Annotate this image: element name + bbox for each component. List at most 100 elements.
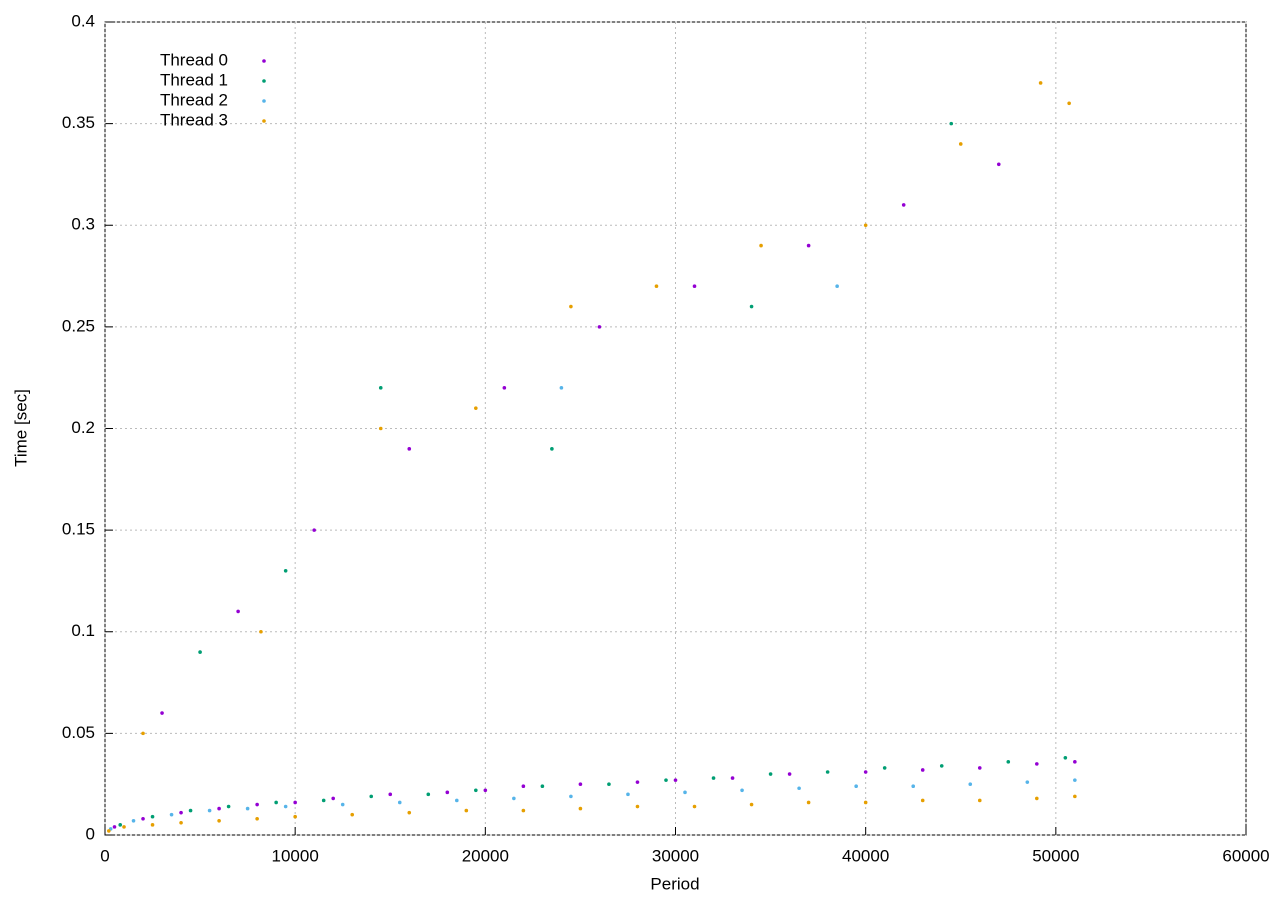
point bbox=[597, 325, 602, 329]
point bbox=[569, 304, 573, 309]
point bbox=[255, 802, 259, 807]
x-tick-label: 60000 bbox=[1222, 846, 1269, 865]
point bbox=[293, 800, 297, 805]
point bbox=[217, 806, 221, 811]
point bbox=[283, 568, 288, 573]
point bbox=[664, 778, 668, 782]
point bbox=[759, 243, 763, 248]
y-tick-label: 0.4 bbox=[71, 11, 95, 30]
legend-label: Thread 3 bbox=[160, 110, 228, 129]
y-tick-label: 0.3 bbox=[71, 215, 95, 234]
legend-marker bbox=[262, 119, 266, 123]
legend-marker bbox=[262, 59, 266, 63]
point bbox=[1006, 760, 1011, 764]
point bbox=[863, 770, 868, 774]
point bbox=[730, 776, 735, 780]
point bbox=[1038, 81, 1043, 85]
point bbox=[901, 203, 906, 207]
legend-label: Thread 2 bbox=[160, 90, 228, 109]
point bbox=[217, 818, 221, 823]
point bbox=[118, 823, 123, 827]
point bbox=[540, 784, 545, 789]
point bbox=[863, 223, 868, 228]
point bbox=[245, 806, 250, 811]
x-tick-label: 40000 bbox=[842, 846, 889, 865]
point bbox=[806, 800, 811, 805]
point bbox=[578, 806, 583, 811]
point bbox=[1035, 762, 1039, 766]
point bbox=[369, 794, 374, 799]
point bbox=[340, 802, 345, 807]
point bbox=[626, 792, 630, 797]
point bbox=[293, 814, 297, 819]
point bbox=[259, 629, 263, 634]
point bbox=[521, 808, 526, 813]
point bbox=[1035, 796, 1039, 801]
point bbox=[635, 804, 640, 809]
point bbox=[283, 804, 288, 809]
point bbox=[806, 243, 811, 248]
legend-label: Thread 0 bbox=[160, 50, 228, 69]
point bbox=[331, 796, 336, 801]
point bbox=[255, 816, 259, 821]
x-tick-label: 20000 bbox=[462, 846, 509, 865]
point bbox=[350, 812, 355, 817]
point bbox=[141, 731, 145, 736]
point bbox=[787, 772, 792, 776]
point bbox=[169, 812, 174, 817]
point bbox=[1067, 101, 1071, 106]
point bbox=[825, 770, 830, 774]
point bbox=[920, 768, 925, 772]
point bbox=[426, 792, 431, 797]
point bbox=[920, 798, 925, 803]
point bbox=[207, 808, 212, 813]
point bbox=[188, 808, 193, 813]
point bbox=[179, 810, 183, 815]
point bbox=[968, 782, 973, 786]
point bbox=[150, 823, 155, 827]
point bbox=[711, 776, 716, 780]
point bbox=[474, 406, 478, 410]
point bbox=[198, 650, 202, 654]
y-tick-label: 0.1 bbox=[71, 621, 95, 640]
point bbox=[977, 766, 982, 770]
legend-marker bbox=[262, 79, 266, 83]
y-tick-label: 0.25 bbox=[62, 316, 95, 335]
point bbox=[455, 798, 459, 803]
point bbox=[1025, 780, 1030, 784]
point bbox=[996, 162, 1001, 167]
point bbox=[321, 798, 326, 803]
point bbox=[445, 790, 450, 795]
y-tick-label: 0.15 bbox=[62, 520, 95, 539]
point bbox=[312, 528, 316, 532]
point bbox=[1063, 755, 1068, 760]
point bbox=[692, 284, 697, 289]
point bbox=[1073, 760, 1077, 764]
point bbox=[797, 786, 801, 791]
point bbox=[512, 796, 516, 801]
point bbox=[502, 386, 507, 390]
point bbox=[378, 426, 383, 431]
point bbox=[768, 772, 773, 776]
point bbox=[569, 794, 573, 799]
point bbox=[559, 386, 564, 390]
y-axis-label: Time [sec] bbox=[11, 389, 30, 467]
point bbox=[749, 802, 754, 807]
point bbox=[179, 821, 183, 825]
legend-marker bbox=[262, 99, 266, 103]
point bbox=[388, 792, 393, 797]
x-tick-label: 10000 bbox=[272, 846, 319, 865]
point bbox=[607, 782, 611, 786]
point bbox=[740, 788, 744, 793]
point bbox=[578, 782, 583, 786]
point bbox=[112, 825, 117, 829]
point bbox=[835, 284, 839, 289]
point bbox=[635, 780, 640, 784]
point bbox=[854, 784, 858, 789]
point bbox=[1073, 794, 1077, 799]
x-tick-label: 0 bbox=[100, 846, 109, 865]
point bbox=[107, 829, 111, 833]
point bbox=[122, 825, 126, 829]
